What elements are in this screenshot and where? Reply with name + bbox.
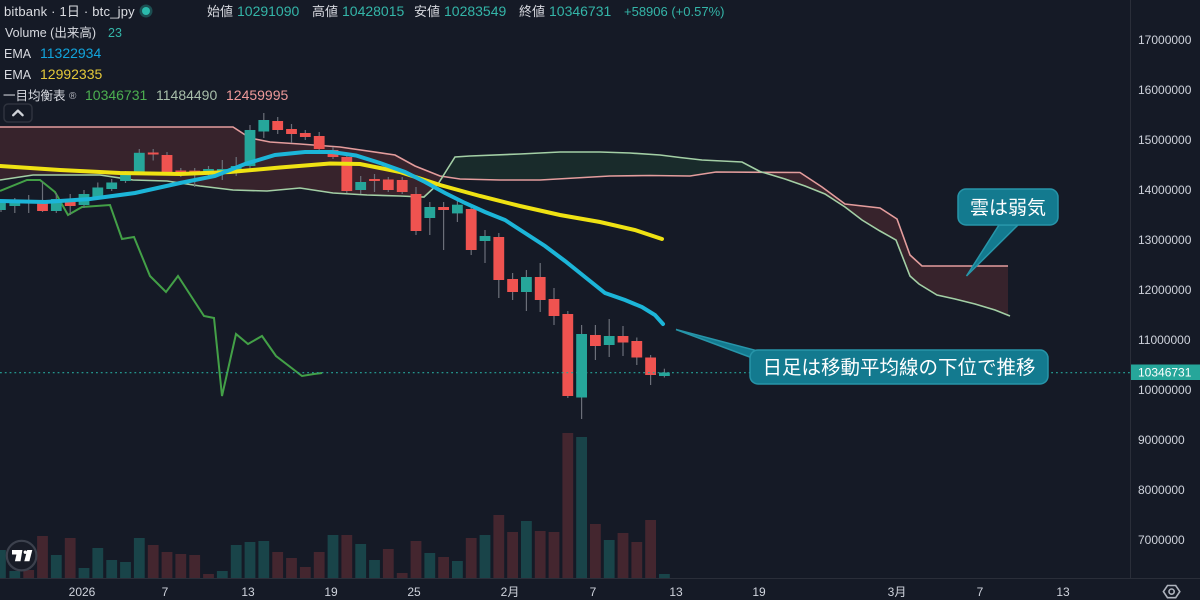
svg-text:13: 13 <box>1056 585 1070 599</box>
svg-text:10346731: 10346731 <box>1138 366 1192 380</box>
svg-text:10283549: 10283549 <box>444 3 507 19</box>
svg-text:安値: 安値 <box>414 4 440 19</box>
svg-text:13: 13 <box>241 585 255 599</box>
svg-text:16000000: 16000000 <box>1138 83 1192 97</box>
svg-text:10346731: 10346731 <box>549 3 612 19</box>
svg-text:7000000: 7000000 <box>1138 533 1185 547</box>
svg-text:13: 13 <box>669 585 683 599</box>
svg-text:11484490: 11484490 <box>156 87 217 103</box>
svg-text:始値: 始値 <box>207 4 233 19</box>
svg-text:3月: 3月 <box>888 585 907 599</box>
svg-text:bitbank · 1日 · btc_jpy: bitbank · 1日 · btc_jpy <box>4 4 135 19</box>
svg-text:23: 23 <box>108 26 122 40</box>
svg-text:7: 7 <box>162 585 169 599</box>
svg-text:10428015: 10428015 <box>342 3 405 19</box>
svg-text:11322934: 11322934 <box>40 45 101 61</box>
svg-text:7: 7 <box>977 585 984 599</box>
svg-text:日足は移動平均線の下位で推移: 日足は移動平均線の下位で推移 <box>762 357 1035 379</box>
svg-text:11000000: 11000000 <box>1138 333 1191 347</box>
svg-text:2月: 2月 <box>501 585 520 599</box>
svg-text:一目均衡表: 一目均衡表 <box>3 89 66 103</box>
svg-text:高値: 高値 <box>312 4 338 19</box>
svg-text:13000000: 13000000 <box>1138 233 1192 247</box>
svg-text:EMA: EMA <box>4 47 32 61</box>
svg-text:10346731: 10346731 <box>85 87 148 103</box>
svg-text:8000000: 8000000 <box>1138 483 1185 497</box>
svg-text:12000000: 12000000 <box>1138 283 1192 297</box>
svg-text:®: ® <box>69 91 77 102</box>
svg-text:+58906 (+0.57%): +58906 (+0.57%) <box>624 4 724 19</box>
svg-text:19: 19 <box>324 585 338 599</box>
svg-text:Volume (出来高): Volume (出来高) <box>5 25 96 40</box>
svg-text:9000000: 9000000 <box>1138 433 1185 447</box>
svg-text:14000000: 14000000 <box>1138 183 1192 197</box>
svg-text:12992335: 12992335 <box>40 66 103 82</box>
svg-text:25: 25 <box>407 585 421 599</box>
svg-text:10000000: 10000000 <box>1138 383 1192 397</box>
svg-text:2026: 2026 <box>69 585 96 599</box>
svg-text:EMA: EMA <box>4 68 32 82</box>
svg-text:15000000: 15000000 <box>1138 133 1192 147</box>
svg-text:7: 7 <box>590 585 597 599</box>
svg-text:終値: 終値 <box>519 4 545 19</box>
svg-text:17000000: 17000000 <box>1138 33 1192 47</box>
svg-text:10291090: 10291090 <box>237 3 300 19</box>
svg-text:12459995: 12459995 <box>226 87 289 103</box>
svg-text:19: 19 <box>752 585 766 599</box>
svg-text:雲は弱気: 雲は弱気 <box>970 197 1046 219</box>
